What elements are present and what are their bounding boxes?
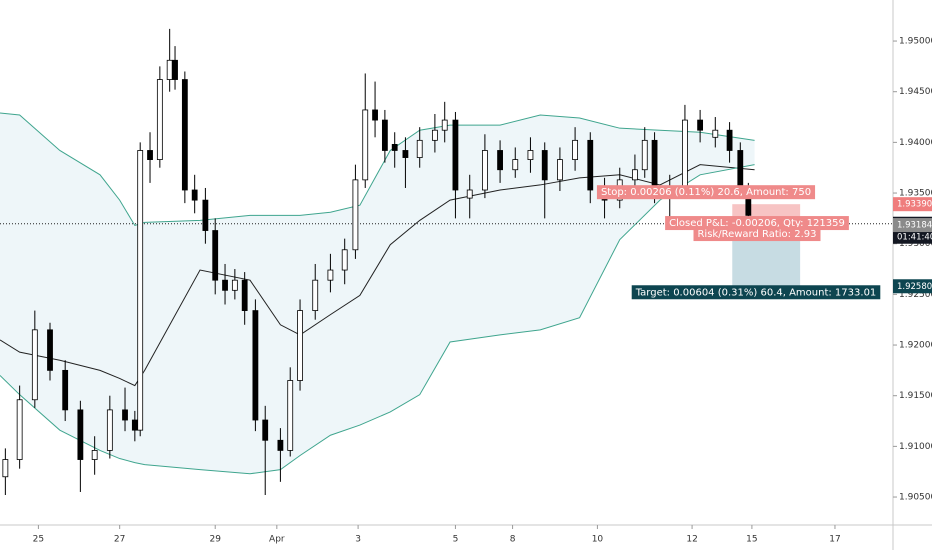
candle-body — [572, 139, 578, 160]
x-tick-label: 15 — [746, 535, 757, 545]
ratio-label-bg — [693, 227, 821, 242]
y-tick-label: 1.93500 — [899, 189, 932, 199]
stop-label: Stop: 0.00206 (0.11%) 20.6, Amount: 750 — [601, 187, 811, 198]
ratio-label: Risk/Reward Ratio: 2.93 — [697, 229, 816, 240]
candle-body — [441, 119, 448, 131]
y-tick-label: 1.90500 — [899, 493, 932, 503]
y-tick-label: 1.91000 — [899, 442, 932, 452]
band-fill — [0, 112, 755, 474]
countdown: 01:41:40 — [897, 233, 932, 243]
candle-body — [31, 329, 38, 401]
candle-body — [632, 169, 638, 181]
candle-body — [16, 399, 23, 460]
candle-body — [62, 369, 69, 411]
candle-body — [241, 279, 248, 311]
candle-body — [137, 150, 144, 431]
price-tag — [893, 218, 932, 233]
candle-body — [131, 419, 138, 431]
x-tick-label: 25 — [33, 535, 44, 545]
band-upper — [0, 112, 755, 227]
pnl-label-bg — [665, 216, 849, 231]
price-tag-label: 1.92580 — [897, 282, 932, 292]
x-tick-label: 5 — [453, 535, 459, 545]
candle-body — [231, 279, 238, 291]
candle-body — [312, 279, 319, 311]
candle-body — [202, 199, 209, 231]
candle-body — [277, 439, 284, 451]
candle-body — [402, 150, 409, 158]
candle-body — [512, 159, 519, 171]
x-tick-label: Apr — [269, 535, 285, 545]
candle-body — [452, 119, 459, 191]
candle-body — [362, 109, 369, 181]
target-label-bg — [631, 285, 881, 300]
y-tick-label: 1.95000 — [899, 37, 932, 47]
candle-body — [262, 419, 269, 441]
candle-body — [712, 129, 719, 138]
y-tick-label: 1.94500 — [899, 87, 932, 97]
candle-body — [697, 119, 704, 131]
candle-body — [191, 189, 198, 201]
candle-body — [651, 139, 658, 191]
candle-body — [416, 139, 423, 158]
candle-body — [726, 129, 733, 151]
candle-body — [297, 310, 303, 381]
price-tag — [893, 279, 932, 294]
candle-body — [172, 59, 178, 80]
candle-body — [682, 119, 688, 191]
y-tick-label: 1.91500 — [899, 391, 932, 401]
candle-body — [252, 310, 259, 421]
candle-body — [557, 159, 563, 181]
candle-body — [481, 150, 488, 191]
candle-body — [641, 139, 648, 171]
price-tag-label: 1.93184 — [897, 221, 932, 231]
candle-body — [156, 79, 163, 160]
pnl-label: Closed P&L: -0.00206, Qty: 121359 — [669, 218, 845, 229]
x-tick-label: 12 — [686, 535, 697, 545]
candle-body — [2, 459, 9, 478]
candle-body — [327, 269, 334, 281]
x-tick-label: 27 — [114, 535, 125, 545]
candle-body — [91, 450, 98, 460]
x-tick-label: 8 — [510, 535, 516, 545]
candle-body — [147, 150, 153, 160]
candle-body — [497, 150, 503, 171]
x-tick-label: 3 — [355, 535, 361, 545]
y-tick-label: 1.94000 — [899, 138, 932, 148]
candle-body — [106, 409, 113, 451]
countdown-bg — [893, 230, 932, 244]
price-tag-label: 1.93390 — [897, 200, 932, 210]
candle-body — [431, 129, 438, 141]
candle-body — [372, 109, 378, 121]
candle-body — [391, 143, 398, 151]
candle-body — [527, 150, 534, 160]
candle-body — [352, 179, 359, 251]
candle-body — [77, 409, 84, 460]
y-tick-label: 1.92000 — [899, 341, 932, 351]
candle-body — [541, 150, 548, 181]
y-tick-label: 1.92500 — [899, 290, 932, 300]
candle-body — [212, 230, 219, 281]
x-tick-label: 17 — [829, 535, 840, 545]
target-label: Target: 0.00604 (0.31%) 60.4, Amount: 17… — [635, 287, 877, 298]
band-lower — [0, 164, 755, 475]
candle-body — [381, 119, 388, 151]
candle-body — [181, 79, 188, 191]
candle-body — [166, 59, 173, 80]
y-tick-label: 1.93000 — [899, 239, 932, 249]
candle-body — [587, 139, 594, 191]
candle-body — [737, 150, 744, 191]
price-tag — [893, 197, 932, 212]
x-tick-label: 29 — [209, 535, 221, 545]
candle-body — [341, 249, 348, 271]
candle-body — [287, 380, 294, 451]
candle-body — [122, 409, 128, 421]
stop-label-bg — [596, 185, 816, 200]
candle-body — [466, 189, 473, 199]
candle-body — [222, 279, 228, 291]
candle-body — [47, 329, 53, 371]
x-tick-label: 10 — [592, 535, 604, 545]
